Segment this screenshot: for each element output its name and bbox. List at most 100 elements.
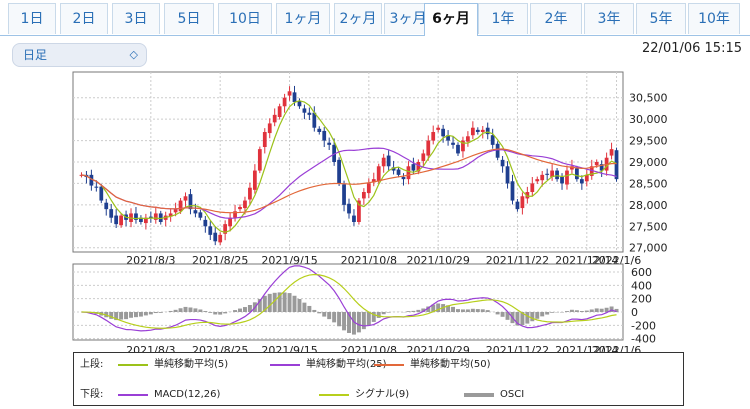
candle-body xyxy=(322,130,327,141)
signal-swatch xyxy=(319,394,349,396)
signal-line xyxy=(81,273,617,329)
osci-bar xyxy=(272,292,277,312)
osci-bar xyxy=(342,312,347,331)
osci-bar xyxy=(505,312,510,320)
osci-bar xyxy=(168,310,173,312)
candle-body xyxy=(267,123,272,134)
candle-body xyxy=(208,226,213,235)
osci-bar xyxy=(124,312,129,320)
osci-bar xyxy=(574,310,579,312)
osci-bar xyxy=(579,310,584,312)
period-tabs: 1日 2日 3日 5日 10日 1ヶ月 2ヶ月 3ヶ月 6ヶ月 1年 2年 3年 5年 10年 xyxy=(0,0,750,36)
legend-macd: MACD(12,26) xyxy=(154,389,221,400)
candle-body xyxy=(337,159,341,184)
candle-body xyxy=(376,166,381,182)
candle-body xyxy=(550,170,555,177)
osci-bar xyxy=(327,312,332,320)
tab-10[interactable]: 1年 xyxy=(478,3,528,34)
osci-bar xyxy=(337,312,342,327)
candle-body xyxy=(466,136,470,142)
osci-bar xyxy=(153,312,158,314)
candle-body xyxy=(257,149,262,171)
tab-14[interactable]: 10年 xyxy=(688,3,740,34)
tab-1[interactable]: 1日 xyxy=(8,3,56,34)
candle-body xyxy=(391,167,396,171)
osci-bar xyxy=(381,312,386,315)
tab-12[interactable]: 3年 xyxy=(584,3,634,34)
price-tick-label: 28,500 xyxy=(629,177,668,190)
candle-body xyxy=(297,100,302,107)
candle-body xyxy=(287,91,292,96)
candle-body xyxy=(134,213,138,220)
osci-bar xyxy=(302,302,307,312)
legend-upper-row: 上段: 単純移動平均(5) 単純移動平均(25) 単純移動平均(50) xyxy=(74,357,683,373)
candle-body xyxy=(594,162,599,166)
osci-bar xyxy=(515,312,520,326)
osci-bar xyxy=(475,309,480,312)
tab-4[interactable]: 5日 xyxy=(164,3,214,34)
candle-body xyxy=(178,200,183,212)
tab-9[interactable]: 6ヶ月 xyxy=(424,3,478,36)
osci-bar xyxy=(277,292,282,312)
legend-lower-label: 下段: xyxy=(80,389,104,400)
tab-11[interactable]: 2年 xyxy=(530,3,582,34)
date-tick-label-lower: 2021/8/25 xyxy=(192,344,248,352)
candle-body xyxy=(109,209,114,218)
osci-bar xyxy=(599,308,604,312)
osci-bar xyxy=(257,298,262,312)
candle-body xyxy=(490,135,495,145)
candle-body xyxy=(441,128,446,137)
osci-bar xyxy=(138,312,143,317)
legend-ma5: 単純移動平均(5) xyxy=(154,359,229,370)
candle-body xyxy=(213,232,218,242)
macd-tick-label: 200 xyxy=(631,293,652,306)
osci-bar xyxy=(436,303,441,312)
tab-6[interactable]: 1ヶ月 xyxy=(276,3,330,34)
candle-body xyxy=(599,164,604,171)
candle-body xyxy=(307,112,312,115)
osci-bar xyxy=(307,305,312,312)
osci-bar xyxy=(565,311,569,312)
osci-bar xyxy=(287,293,292,312)
osci-bar xyxy=(495,312,500,315)
ma25-swatch xyxy=(270,364,300,366)
candle-body xyxy=(153,213,158,220)
candle-body xyxy=(193,210,198,214)
candle-body xyxy=(584,174,589,182)
osci-bar xyxy=(456,309,460,312)
candle-body xyxy=(262,132,267,147)
osci-bar xyxy=(188,307,193,312)
period-select[interactable]: 日足 ◇ xyxy=(12,43,147,67)
tab-3[interactable]: 3日 xyxy=(112,3,160,34)
candle-body xyxy=(540,174,545,181)
candle-body xyxy=(203,219,208,227)
osci-bar xyxy=(614,308,619,312)
osci-bar xyxy=(421,308,426,312)
osci-bar xyxy=(247,305,252,312)
tab-2[interactable]: 2日 xyxy=(60,3,108,34)
date-tick-label-lower: 2021/10/29 xyxy=(406,344,469,352)
date-tick-label-lower: 2022/1/6 xyxy=(592,344,641,352)
osci-bar xyxy=(203,311,208,312)
osci-bar xyxy=(609,306,614,312)
osci-bar xyxy=(406,311,411,312)
tab-7[interactable]: 2ヶ月 xyxy=(334,3,382,34)
candle-body xyxy=(366,183,371,194)
candle-body xyxy=(233,211,237,218)
osci-bar xyxy=(426,306,431,312)
tab-13[interactable]: 5年 xyxy=(636,3,686,34)
osci-bar xyxy=(376,312,381,318)
tab-5[interactable]: 10日 xyxy=(218,3,272,34)
osci-bar xyxy=(322,312,327,317)
candle-body xyxy=(589,166,594,176)
candle-body xyxy=(94,186,99,188)
candle-body xyxy=(89,174,94,186)
ma50-swatch xyxy=(374,364,404,366)
candle-body xyxy=(143,217,148,224)
macd-tick-label: 600 xyxy=(631,266,652,279)
candle-body xyxy=(114,215,119,225)
osci-swatch xyxy=(464,393,494,397)
candle-body xyxy=(470,127,475,136)
osci-bar xyxy=(470,308,475,312)
osci-bar xyxy=(545,312,550,315)
